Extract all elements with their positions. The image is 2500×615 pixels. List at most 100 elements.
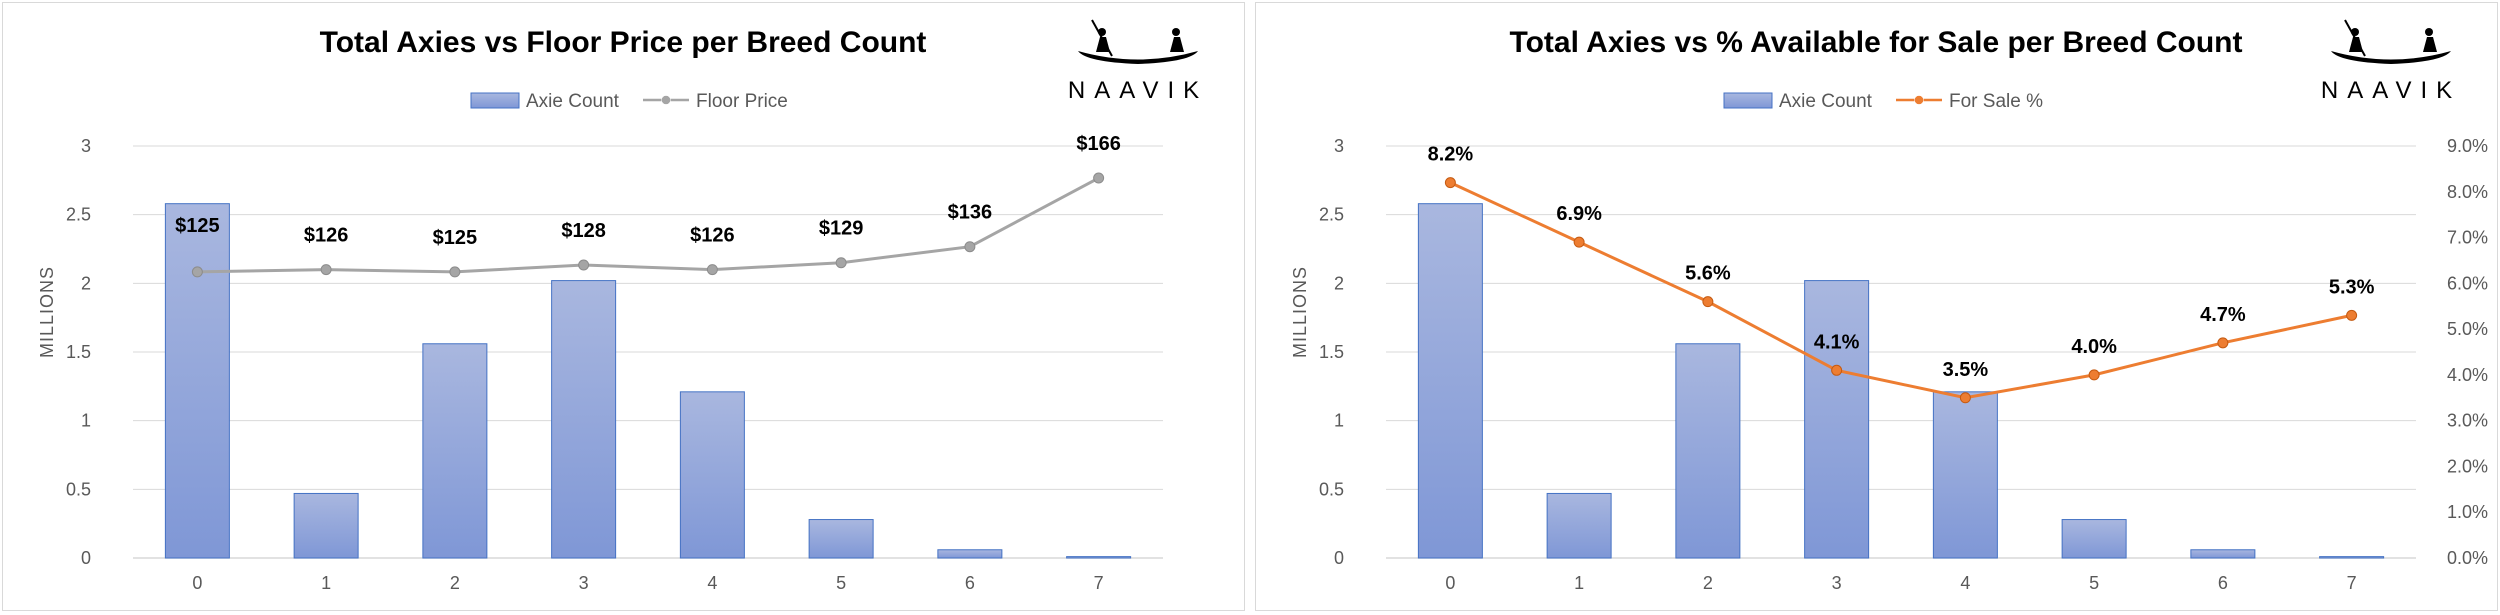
y2-tick-label: 0.0% <box>2447 548 2488 568</box>
data-label-5: 4.0% <box>2071 336 2117 358</box>
x-tick-label: 7 <box>2347 573 2357 593</box>
y-axis-title: MILLIONS <box>1290 266 1310 358</box>
line-point-6 <box>2217 337 2229 349</box>
chart-title: Total Axies vs Floor Price per Breed Cou… <box>320 26 927 59</box>
data-label-2: 5.6% <box>1685 263 1731 285</box>
y2-tick-label: 7.0% <box>2447 228 2488 248</box>
bar-axie-count-0 <box>1417 203 1483 559</box>
line-series <box>197 176 1100 274</box>
oar-icon <box>1091 19 1113 57</box>
data-label-3: $128 <box>561 220 606 242</box>
y-tick-label: 2.5 <box>1319 205 1344 225</box>
y-tick-label: 0.5 <box>1319 479 1344 499</box>
x-tick-label: 5 <box>2089 573 2099 593</box>
x-tick-label: 7 <box>1094 573 1104 593</box>
rower-body-icon <box>2349 37 2363 52</box>
bar-axie-count-4 <box>679 391 745 559</box>
y2-tick-label: 2.0% <box>2447 456 2488 476</box>
legend-marker <box>661 95 671 105</box>
legend: Axie Count Floor Price <box>470 91 788 112</box>
line-point-2 <box>449 266 461 278</box>
y-tick-label: 3 <box>81 136 91 156</box>
y-tick-label: 1 <box>81 411 91 431</box>
rower-head-icon <box>1172 28 1180 36</box>
floor-price-chart: Total Axies vs Floor Price per Breed Cou… <box>37 19 1199 593</box>
y-tick-label: 0 <box>1334 548 1344 568</box>
x-tick-label: 0 <box>192 573 202 593</box>
line-point-5 <box>2088 369 2100 381</box>
data-label-5: $129 <box>819 218 864 240</box>
x-tick-label: 2 <box>450 573 460 593</box>
y-tick-label: 1.5 <box>66 342 91 362</box>
x-tick-label: 6 <box>965 573 975 593</box>
x-tick-label: 5 <box>836 573 846 593</box>
naavik-logo: NAAVIK <box>2321 19 2452 104</box>
x-tick-label: 6 <box>2218 573 2228 593</box>
bar-axie-count-2 <box>1675 343 1741 559</box>
rower-body-icon <box>2423 37 2437 52</box>
data-label-0: $125 <box>175 215 220 237</box>
data-label-4: 3.5% <box>1943 359 1989 381</box>
x-tick-label: 2 <box>1703 573 1713 593</box>
bar-axie-count-1 <box>293 492 359 559</box>
y2-tick-label: 6.0% <box>2447 273 2488 293</box>
y-tick-label: 1.5 <box>1319 342 1344 362</box>
line-point-7 <box>1093 172 1105 184</box>
data-label-0: 8.2% <box>1428 144 1474 166</box>
rower-body-icon <box>1170 37 1184 52</box>
y-tick-label: 2.5 <box>66 205 91 225</box>
boat-icon <box>2331 51 2451 64</box>
for-sale-chart: Total Axies vs % Available for Sale per … <box>1290 19 2488 593</box>
data-label-7: 5.3% <box>2329 276 2375 298</box>
rower-body-icon <box>1096 37 1110 52</box>
y2-tick-label: 5.0% <box>2447 319 2488 339</box>
x-tick-label: 1 <box>1574 573 1584 593</box>
x-tick-label: 3 <box>579 573 589 593</box>
data-label-1: 6.9% <box>1556 203 1602 225</box>
bar-axie-count-5 <box>2061 519 2127 559</box>
x-tick-label: 0 <box>1445 573 1455 593</box>
legend-label-line: Floor Price <box>696 91 788 112</box>
y-tick-label: 0.5 <box>66 479 91 499</box>
legend-swatch-axie-count <box>470 92 520 109</box>
naavik-logo: NAAVIK <box>1068 19 1199 104</box>
data-label-7: $166 <box>1076 133 1121 155</box>
chart-title: Total Axies vs % Available for Sale per … <box>1510 26 2243 59</box>
line-point-6 <box>964 241 976 253</box>
data-label-2: $125 <box>433 227 478 249</box>
line-point-3 <box>1831 364 1843 376</box>
legend-label-line: For Sale % <box>1949 91 2043 112</box>
chart-panel-floor-price: Total Axies vs Floor Price per Breed Cou… <box>2 2 1245 611</box>
legend-marker <box>1914 95 1924 105</box>
y2-tick-label: 3.0% <box>2447 411 2488 431</box>
x-tick-label: 4 <box>707 573 717 593</box>
oar-icon <box>2344 19 2366 57</box>
line-point-5 <box>835 257 847 269</box>
bar-axie-count-7 <box>1066 556 1132 559</box>
bar-axie-count-1 <box>1546 492 1612 559</box>
bar-axie-count-3 <box>551 280 617 559</box>
line-series <box>1449 181 2352 400</box>
data-label-6: $136 <box>948 202 993 224</box>
x-tick-label: 4 <box>1960 573 1970 593</box>
data-label-6: 4.7% <box>2200 304 2246 326</box>
legend-swatch-axie-count <box>1723 92 1773 109</box>
y2-tick-label: 8.0% <box>2447 182 2488 202</box>
line-point-0 <box>1444 177 1456 189</box>
y-axis-title: MILLIONS <box>37 266 57 358</box>
line-point-4 <box>706 264 718 276</box>
bar-axie-count-6 <box>937 549 1003 559</box>
x-tick-label: 3 <box>1832 573 1842 593</box>
y2-tick-label: 9.0% <box>2447 136 2488 156</box>
bar-axie-count-5 <box>808 519 874 559</box>
line-point-7 <box>2346 309 2358 321</box>
chart-panel-for-sale: Total Axies vs % Available for Sale per … <box>1255 2 2498 611</box>
data-label-3: 4.1% <box>1814 331 1860 353</box>
x-tick-label: 1 <box>321 573 331 593</box>
line-point-1 <box>1573 236 1585 248</box>
legend-label-axie-count: Axie Count <box>1779 91 1873 112</box>
y2-tick-label: 4.0% <box>2447 365 2488 385</box>
y-tick-label: 3 <box>1334 136 1344 156</box>
legend: Axie Count For Sale % <box>1723 91 2043 112</box>
line-point-0 <box>191 266 203 278</box>
